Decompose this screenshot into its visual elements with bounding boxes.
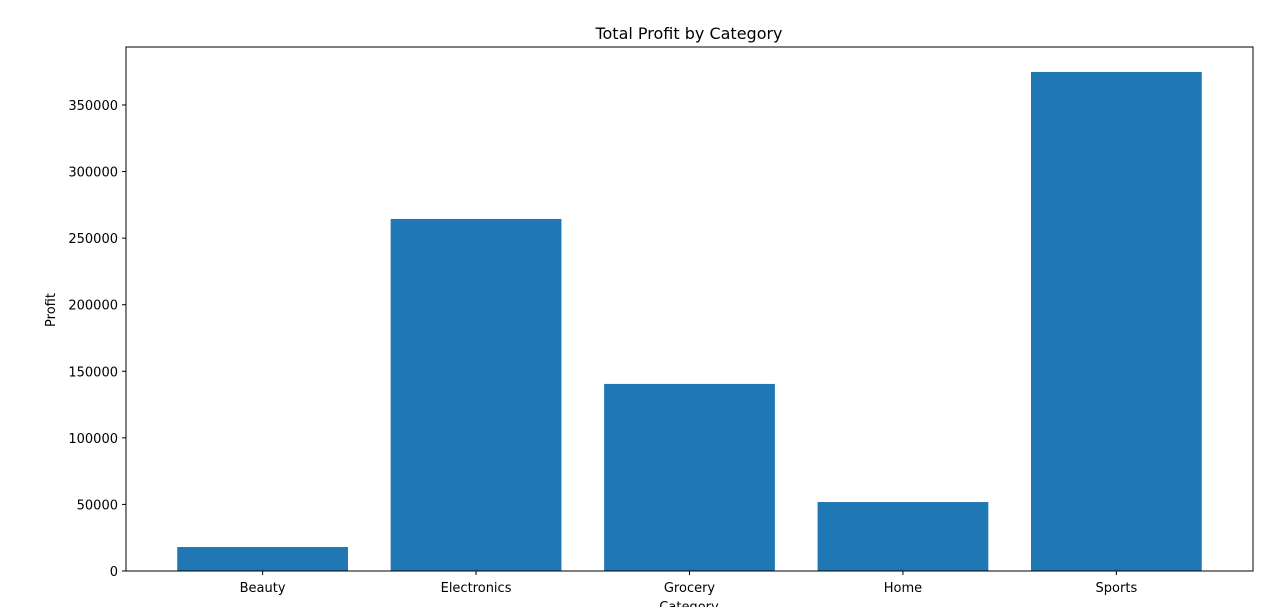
bar: [390, 218, 562, 572]
y-tick-label: 0: [110, 565, 118, 580]
y-tick-label: 200000: [68, 299, 118, 314]
chart-title: Total Profit by Category: [594, 24, 782, 43]
x-tick-label: Home: [884, 581, 922, 596]
x-tick-label: Electronics: [441, 581, 512, 596]
y-tick-label: 50000: [77, 498, 118, 513]
x-axis-label: Category: [659, 600, 719, 607]
plot-frame: [125, 46, 1254, 572]
y-axis-label: Profit: [44, 293, 59, 327]
y-tick-label: 350000: [68, 99, 118, 114]
y-tick-label: 100000: [68, 432, 118, 447]
x-tick-label: Sports: [1096, 581, 1138, 596]
y-tick-label: 150000: [68, 365, 118, 380]
bar: [1031, 71, 1202, 571]
x-tick-label: Beauty: [240, 581, 286, 596]
bar: [604, 383, 775, 571]
y-tick-label: 300000: [68, 166, 118, 181]
y-tick-label: 250000: [68, 232, 118, 247]
x-tick-label: Grocery: [664, 581, 716, 596]
bar: [817, 502, 989, 571]
bar: [177, 547, 348, 571]
